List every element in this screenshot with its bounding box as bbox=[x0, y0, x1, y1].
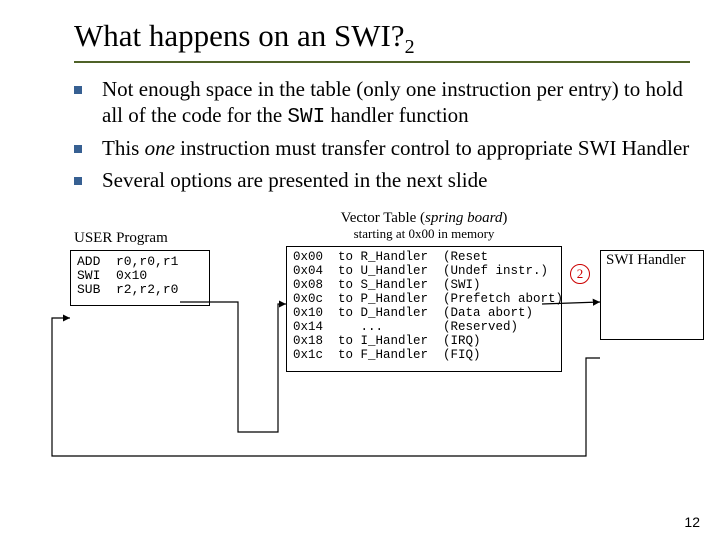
vector-line: 0x14 ... (Reserved) bbox=[293, 320, 518, 334]
bullet-list: Not enough space in the table (only one … bbox=[74, 77, 690, 193]
bullet-post: handler function bbox=[325, 103, 468, 127]
bullet-text: Several options are presented in the nex… bbox=[102, 168, 690, 194]
user-program-title: USER Program bbox=[74, 230, 168, 247]
vector-line: 0x08 to S_Handler (SWI) bbox=[293, 278, 481, 292]
swi-handler-title: SWI Handler bbox=[606, 252, 686, 269]
vector-line: 0x10 to D_Handler (Data abort) bbox=[293, 306, 533, 320]
title-underline: What happens on an SWI?2 bbox=[74, 18, 690, 63]
vector-table-box: 0x00 to R_Handler (Reset 0x04 to U_Handl… bbox=[286, 246, 562, 372]
slide-title: What happens on an SWI?2 bbox=[74, 18, 690, 59]
bullet-text: Not enough space in the table (only one … bbox=[102, 77, 690, 130]
bullet-item: This one instruction must transfer contr… bbox=[74, 136, 690, 162]
title-subscript: 2 bbox=[405, 36, 415, 58]
diagram: USER Program ADD r0,r0,r1 SWI 0x10 SUB r… bbox=[30, 210, 690, 470]
bullet-post: instruction must transfer control to app… bbox=[175, 136, 689, 160]
vector-line: 0x0c to P_Handler (Prefetch abort) bbox=[293, 292, 563, 306]
vector-table-caption: Vector Table (spring board) starting at … bbox=[316, 210, 532, 243]
vector-cap-em: spring board bbox=[425, 210, 502, 226]
user-program-line: SUB r2,r2,r0 bbox=[77, 282, 178, 297]
bullet-item: Several options are presented in the nex… bbox=[74, 168, 690, 194]
bullet-pre: Several options are presented in the nex… bbox=[102, 168, 487, 192]
bullet-mono: SWI bbox=[287, 106, 325, 129]
vector-cap-l1-post: ) bbox=[502, 210, 507, 226]
user-program-box: ADD r0,r0,r1 SWI 0x10 SUB r2,r2,r0 bbox=[70, 250, 210, 306]
bullet-em: one bbox=[145, 136, 175, 160]
vector-cap-l1-pre: Vector Table ( bbox=[341, 210, 425, 226]
vector-line: 0x04 to U_Handler (Undef instr.) bbox=[293, 264, 548, 278]
bullet-square-icon bbox=[74, 145, 82, 153]
bullet-square-icon bbox=[74, 86, 82, 94]
bullet-text: This one instruction must transfer contr… bbox=[102, 136, 690, 162]
bullet-square-icon bbox=[74, 177, 82, 185]
title-text: What happens on an SWI? bbox=[74, 18, 405, 53]
step-circle-label: 2 bbox=[577, 266, 584, 282]
page-number: 12 bbox=[684, 514, 700, 530]
user-program-line: SWI 0x10 bbox=[77, 268, 147, 283]
vector-cap-l2: starting at 0x00 in memory bbox=[354, 226, 495, 241]
vector-line: 0x18 to I_Handler (IRQ) bbox=[293, 334, 481, 348]
bullet-item: Not enough space in the table (only one … bbox=[74, 77, 690, 130]
step-circle-2: 2 bbox=[570, 264, 590, 284]
vector-line: 0x00 to R_Handler (Reset bbox=[293, 250, 488, 264]
vector-line: 0x1c to F_Handler (FIQ) bbox=[293, 348, 481, 362]
bullet-pre: This bbox=[102, 136, 145, 160]
user-program-line: ADD r0,r0,r1 bbox=[77, 254, 178, 269]
